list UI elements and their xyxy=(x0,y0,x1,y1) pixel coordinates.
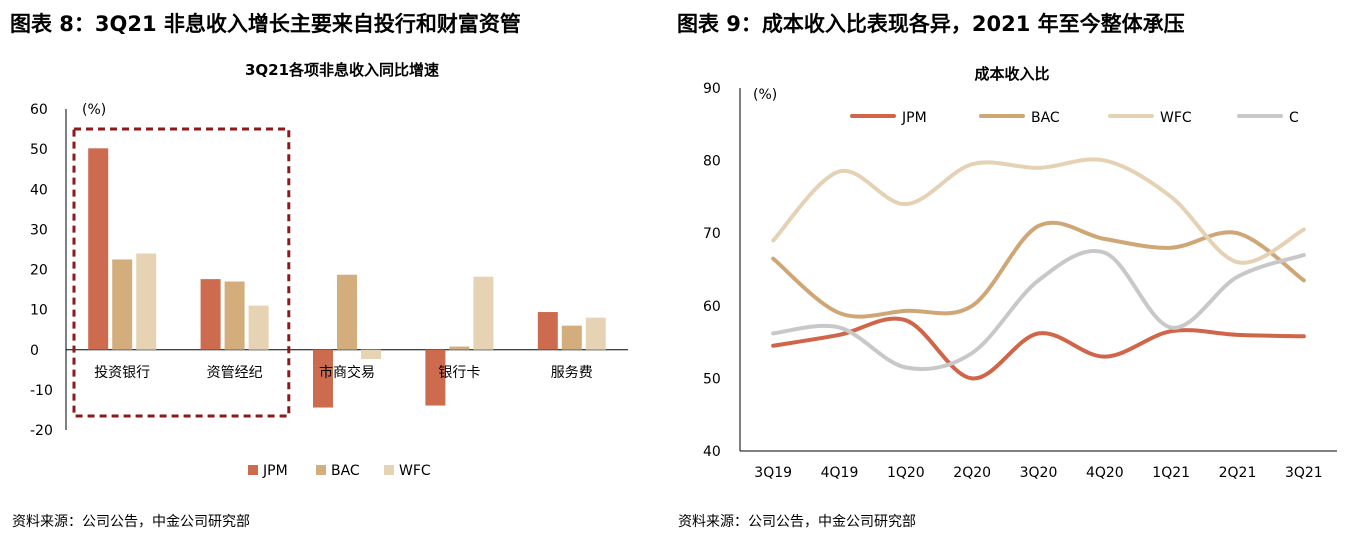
bar-y-tick-label: -10 xyxy=(30,383,53,399)
bar-legend-swatch-wfc xyxy=(384,465,394,475)
bar-category-label: 资管经纪 xyxy=(207,365,263,381)
line-x-tick-label: 4Q19 xyxy=(821,465,859,481)
bar-y-unit-label: (%) xyxy=(82,102,106,118)
line-series-bac xyxy=(771,220,1306,319)
line-y-unit-label: (%) xyxy=(753,87,777,103)
bar-bac-0 xyxy=(112,259,133,350)
line-y-tick-label: 50 xyxy=(703,371,721,387)
bar-y-tick-label: 50 xyxy=(30,142,48,158)
bar-bac-2 xyxy=(337,274,357,350)
bar-bac-1 xyxy=(224,281,245,350)
bar-y-tick-label: 0 xyxy=(30,343,39,359)
bar-legend-label-wfc: WFC xyxy=(399,463,431,479)
line-x-tick-label: 3Q21 xyxy=(1285,465,1323,481)
line-legend-label-c: C xyxy=(1289,110,1299,126)
line-series-jpm xyxy=(771,316,1306,381)
line-series-wfc xyxy=(771,157,1306,265)
bar-legend-swatch-bac xyxy=(316,465,326,475)
bar-y-tick-label: 10 xyxy=(30,303,48,319)
bar-wfc-2 xyxy=(361,349,381,359)
bar-wfc-1 xyxy=(248,305,269,350)
bar-y-tick-label: 20 xyxy=(30,263,48,279)
bar-chart-title: 3Q21各项非息收入同比增速 xyxy=(245,61,439,79)
line-x-tick-label: 3Q20 xyxy=(1020,465,1058,481)
line-chart-title: 成本收入比 xyxy=(974,65,1049,83)
bar-category-label: 服务费 xyxy=(551,365,593,381)
bar-jpm-2 xyxy=(313,349,333,408)
line-x-tick-label: 2Q20 xyxy=(953,465,991,481)
line-y-tick-label: 60 xyxy=(703,299,721,315)
line-y-tick-label: 80 xyxy=(703,154,721,170)
line-y-tick-label: 40 xyxy=(703,444,721,460)
line-y-tick-label: 90 xyxy=(703,81,721,97)
bar-wfc-0 xyxy=(136,253,157,350)
left-source-note: 资料来源：公司公告，中金公司研究部 xyxy=(12,514,250,530)
bar-jpm-4 xyxy=(537,312,558,350)
bar-jpm-1 xyxy=(200,279,221,350)
line-y-tick-label: 70 xyxy=(703,226,721,242)
bar-y-tick-label: 60 xyxy=(30,102,48,118)
bar-category-label: 投资银行 xyxy=(94,365,150,381)
bar-wfc-4 xyxy=(585,317,606,350)
line-legend-label-jpm: JPM xyxy=(901,110,927,126)
line-x-tick-label: 1Q21 xyxy=(1152,465,1190,481)
line-legend-label-wfc: WFC xyxy=(1160,110,1192,126)
bar-y-tick-label: 40 xyxy=(30,182,48,198)
bar-y-tick-label: -20 xyxy=(30,423,53,439)
bar-bac-4 xyxy=(561,325,582,350)
line-x-tick-label: 3Q19 xyxy=(754,465,792,481)
left-figure-title: 图表 8：3Q21 非息收入增长主要来自投行和财富资管 xyxy=(10,12,521,36)
line-series-c xyxy=(771,249,1306,372)
bar-y-tick-label: 30 xyxy=(30,222,48,238)
bar-jpm-0 xyxy=(88,148,109,350)
bar-jpm-3 xyxy=(425,349,446,406)
bar-legend-label-jpm: JPM xyxy=(262,463,288,479)
line-x-tick-label: 1Q20 xyxy=(887,465,925,481)
bar-legend-swatch-jpm xyxy=(248,465,258,475)
line-legend-label-bac: BAC xyxy=(1031,110,1060,126)
bar-category-label: 市商交易 xyxy=(319,364,375,381)
bar-category-label: 银行卡 xyxy=(438,365,480,381)
bar-bac-3 xyxy=(449,346,470,350)
bar-wfc-3 xyxy=(473,276,494,350)
line-x-tick-label: 2Q21 xyxy=(1219,465,1257,481)
right-figure-title: 图表 9：成本收入比表现各异，2021 年至今整体承压 xyxy=(677,12,1185,36)
bar-legend-label-bac: BAC xyxy=(331,463,360,479)
line-x-tick-label: 4Q20 xyxy=(1086,465,1124,481)
right-source-note: 资料来源：公司公告，中金公司研究部 xyxy=(678,514,916,530)
